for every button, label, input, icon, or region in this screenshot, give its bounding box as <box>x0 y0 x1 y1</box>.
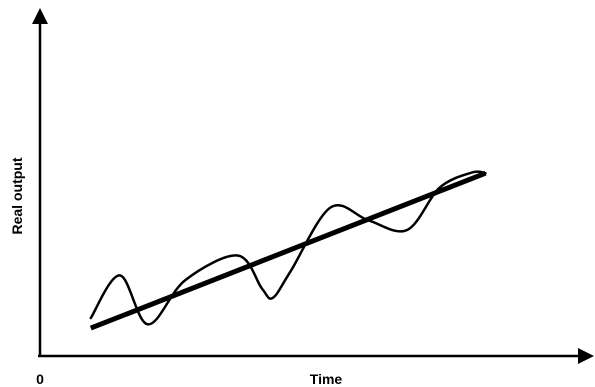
trend-line <box>89 170 487 331</box>
y-axis <box>32 8 48 356</box>
y-axis-arrow-icon <box>32 8 48 24</box>
x-axis <box>38 348 594 364</box>
plot-area <box>89 170 487 331</box>
y-axis-label: Real output <box>9 157 25 234</box>
x-axis-arrow-icon <box>578 348 594 364</box>
x-axis-label: Time <box>310 371 343 387</box>
cyclical-output-line <box>89 170 487 326</box>
origin-label: 0 <box>36 371 44 387</box>
